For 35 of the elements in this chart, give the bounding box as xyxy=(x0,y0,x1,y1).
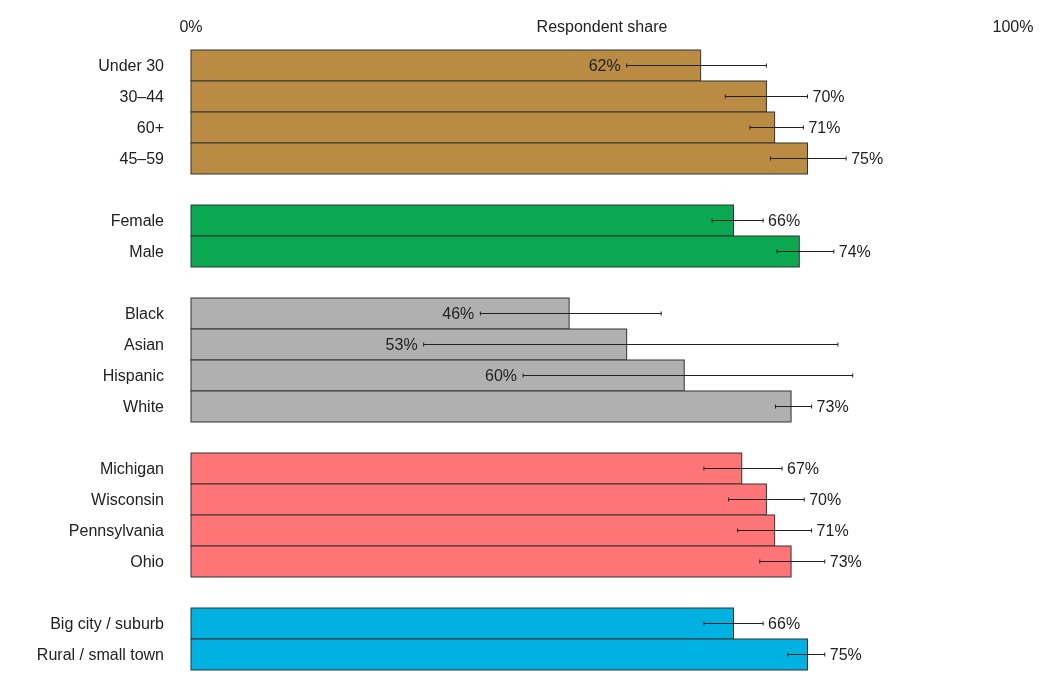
data-label: 60% xyxy=(485,367,518,385)
y-tick-label: 45–59 xyxy=(119,150,165,168)
y-tick-label: Asian xyxy=(123,336,164,354)
data-label: 66% xyxy=(768,615,801,633)
data-label: 70% xyxy=(812,88,845,106)
y-tick-label: Hispanic xyxy=(102,367,164,385)
y-tick-label: Michigan xyxy=(99,460,164,478)
y-tick-label: 30–44 xyxy=(119,88,165,106)
data-label: 73% xyxy=(816,398,849,416)
data-label: 66% xyxy=(768,212,801,230)
data-label: 53% xyxy=(385,336,418,354)
y-tick-label: Male xyxy=(129,243,165,261)
y-tick-label: Wisconsin xyxy=(91,491,164,509)
x-tick-label: 0% xyxy=(179,18,203,35)
data-label: 71% xyxy=(808,119,841,137)
data-label: 75% xyxy=(851,150,884,168)
y-tick-label: Female xyxy=(110,212,165,230)
x-axis-title: Respondent share xyxy=(536,18,668,35)
x-tick-label: 100% xyxy=(992,18,1034,35)
y-tick-label: Rural / small town xyxy=(36,646,164,664)
data-label: 71% xyxy=(816,522,849,540)
y-tick-label: Ohio xyxy=(130,553,165,571)
y-tick-label: Pennsylvania xyxy=(68,522,165,540)
y-tick-label: 60+ xyxy=(136,119,164,137)
y-tick-label: Big city / suburb xyxy=(50,615,165,633)
data-label: 74% xyxy=(838,243,871,261)
data-label: 73% xyxy=(829,553,862,571)
data-label: 62% xyxy=(588,57,621,75)
data-label: 70% xyxy=(809,491,842,509)
y-tick-label: Black xyxy=(124,305,165,323)
y-tick-label: Under 30 xyxy=(98,57,165,75)
data-label: 67% xyxy=(787,460,820,478)
data-label: 46% xyxy=(442,305,475,323)
data-label: 75% xyxy=(829,646,862,664)
y-tick-label: White xyxy=(123,398,165,416)
